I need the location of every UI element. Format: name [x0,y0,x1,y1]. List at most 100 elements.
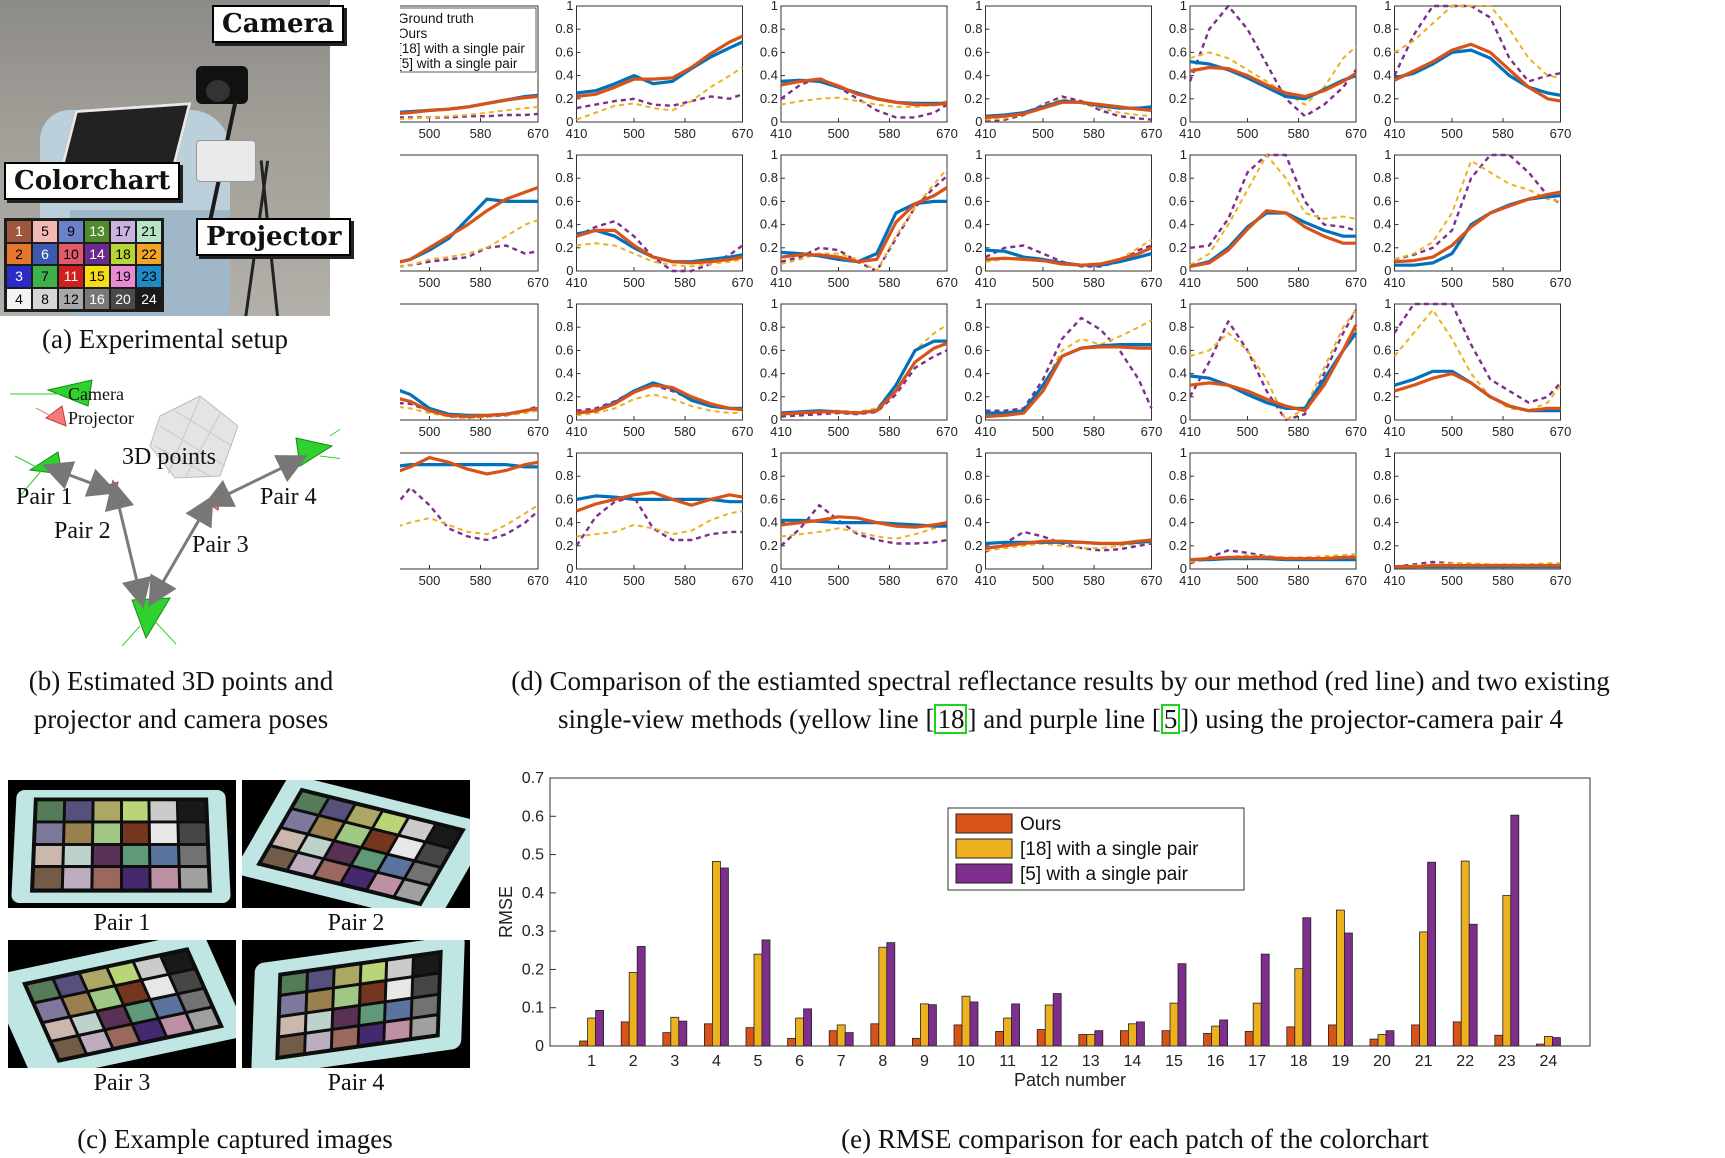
captured-patch [180,868,208,889]
y-tick-label: 0.8 [1373,319,1391,334]
bar-m5 [1385,1030,1395,1047]
x-tick-label: 500 [828,275,850,290]
captured-patch [122,845,149,866]
series-line-m18 [1393,308,1562,412]
x-tick-label: 18 [1290,1053,1308,1070]
y-tick-label: 0.2 [522,961,544,978]
bar-legend-swatch [955,813,1013,834]
y-tick-label: 0.6 [1169,44,1187,59]
x-tick-label: 1 [587,1053,596,1070]
y-tick-label: 0 [771,412,778,427]
x-tick-label: 500 [623,573,645,588]
series-line-m5 [985,530,1152,553]
captured-patch [35,845,62,866]
pair4-image [242,940,470,1068]
colorchart-patch: 10 [59,243,83,264]
y-tick-label: 0.6 [964,342,982,357]
series-line-m5 [1393,4,1561,83]
y-tick-label: 0.2 [555,91,573,106]
bar-m5 [1011,1003,1020,1047]
projector-small-icon [104,481,221,511]
subplot-frame [576,154,743,272]
bar-ours [787,1037,797,1047]
subplot-frame [1189,5,1357,123]
y-tick-label: 0.2 [1169,91,1187,106]
subplot-frame [985,303,1152,421]
y-tick-label: 0.2 [555,538,573,553]
y-tick-label: 1 [1180,445,1187,460]
captured-patch [151,845,178,866]
captured-patch [151,823,178,843]
series-line-m5 [575,495,743,547]
captured-patch [27,980,59,1002]
x-tick-label: 500 [1237,573,1259,588]
caption-c: (c) Example captured images [77,1124,393,1154]
x-tick-label: 410 [770,126,792,141]
y-tick-label: 0.8 [555,21,573,36]
ref-link-18[interactable]: 18 [934,704,968,734]
bar-ours [1161,1030,1171,1047]
subplot-17: 0 0.2 0.4 0.6 0.8 1 410 500 580 670 [1169,296,1367,439]
y-tick-label: 0.8 [964,319,982,334]
caption-e: (e) RMSE comparison for each patch of th… [841,1124,1429,1154]
bar-m5 [1468,923,1478,1047]
y-tick-label: 0.6 [1373,44,1391,59]
y-tick-label: 0.6 [555,44,573,59]
captured-patch [360,982,385,1004]
y-tick-label: 1 [1180,296,1187,311]
series-line-m5 [1189,153,1357,249]
series-line-ours [1394,563,1561,569]
x-tick-label: 410 [770,275,792,290]
bar-m5 [844,1032,854,1047]
series-line-m18 [1189,309,1357,421]
y-tick-label: 0.2 [1373,91,1391,106]
x-tick-label: 500 [828,573,850,588]
x-tick-label: 580 [674,126,696,141]
x-tick-label: 410 [1384,126,1406,141]
bar-m5 [886,942,896,1047]
colorchart-patch: 9 [59,221,83,242]
colorchart-patch: 22 [137,243,161,264]
x-tick-label: 410 [1384,573,1406,588]
x-tick-label: 500 [1237,126,1259,141]
y-tick-label: 0.6 [1169,193,1187,208]
captured-patch [36,801,64,821]
x-tick-label: 500 [1441,275,1463,290]
x-tick-label: 670 [1141,573,1163,588]
y-tick-label: 0 [1384,114,1391,129]
bar-ours [1411,1024,1420,1047]
subplot-frame [400,452,539,570]
bar-m5 [803,1008,813,1047]
subplot-12: 0 0.2 0.4 0.6 0.8 1 410 500 580 670 [1373,147,1571,290]
series-line-m18 [400,406,539,419]
x-tick-label: 670 [1141,424,1163,439]
y-tick-label: 0 [566,412,573,427]
x-tick-label: 670 [527,275,549,290]
x-tick-label: 410 [1179,573,1201,588]
bar-m5 [927,1004,937,1047]
captured-patch [279,1034,304,1056]
y-tick-label: 0 [566,114,573,129]
legend-projector-label: Projector [68,408,134,428]
subplot-frame [576,303,743,421]
captured-patch [387,958,413,979]
series-line-ours [400,94,539,115]
y-tick-label: 0.6 [555,342,573,357]
x-tick-label: 500 [623,126,645,141]
captured-patch [180,845,207,866]
series-line-ours [1189,555,1356,562]
y-tick-label: 0.8 [1373,21,1391,36]
y-tick-label: 0.4 [1169,217,1187,232]
captured-patch [54,974,86,996]
series-line-m18 [576,66,744,121]
y-tick-label: 1 [771,296,778,311]
y-tick-label: 0.4 [964,217,982,232]
subplot-frame [1394,303,1561,421]
captured-patch [65,801,92,821]
y-tick-label: 0.4 [760,217,778,232]
ref-link-5[interactable]: 5 [1160,704,1181,734]
captured-patch [93,868,120,889]
y-tick-label: 0.6 [555,491,573,506]
